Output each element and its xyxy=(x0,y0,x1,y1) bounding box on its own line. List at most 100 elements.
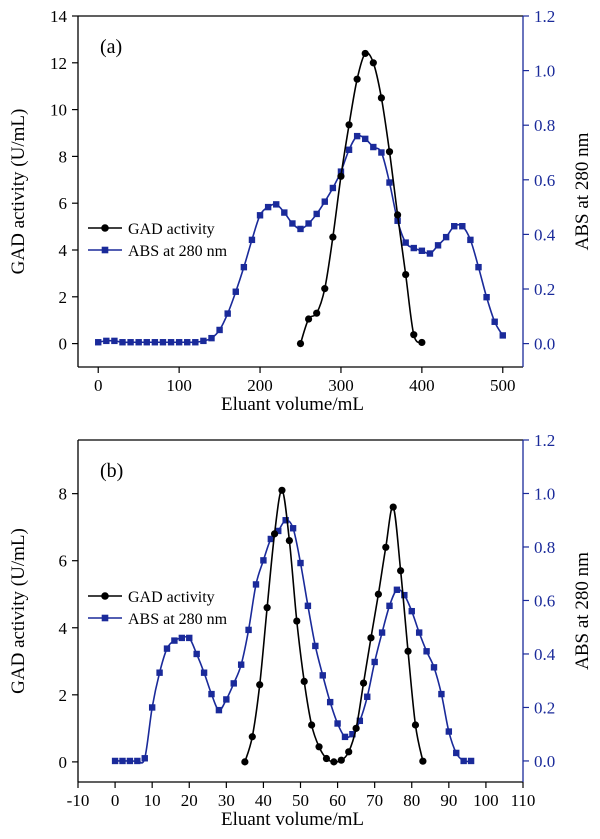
abs-280-point xyxy=(111,337,118,345)
y-right-tick-label: 0.0 xyxy=(534,335,555,354)
abs-280-point xyxy=(248,236,256,244)
abs-280-point xyxy=(393,586,401,593)
abs-280-point xyxy=(326,698,334,706)
gad-activity-point xyxy=(361,49,369,58)
y-right-tick-label: 0.8 xyxy=(534,116,555,135)
abs-280-point xyxy=(232,288,239,295)
gad-activity-point xyxy=(315,743,323,751)
abs-280-point xyxy=(289,525,297,532)
gad-activity-point xyxy=(345,748,353,756)
abs-280-point xyxy=(163,645,171,652)
legend: GAD activity ABS at 280 nm xyxy=(88,589,228,628)
abs-280-point xyxy=(453,749,460,757)
y-right-tick-label: 0.6 xyxy=(534,591,555,610)
abs-280-point xyxy=(467,236,474,244)
x-tick-label: 100 xyxy=(166,376,192,395)
abs-280-point xyxy=(459,223,466,230)
y-right-tick-label: 1.0 xyxy=(534,62,555,81)
y-right-axis-title: ABS at 280 nm xyxy=(572,552,593,670)
abs-280-point xyxy=(438,690,445,698)
abs-280-point xyxy=(297,225,304,233)
abs-280-point xyxy=(223,696,230,703)
abs-280-point xyxy=(127,339,134,346)
x-tick-label: 100 xyxy=(473,791,499,810)
gad-activity-point xyxy=(402,270,410,279)
x-axis-title: Eluant volume/mL xyxy=(221,809,364,830)
abs-280-point xyxy=(193,650,200,658)
gad-activity-point xyxy=(345,121,353,129)
legend-marker xyxy=(101,246,109,254)
y-left-tick-label: 6 xyxy=(59,552,68,571)
abs-280-point xyxy=(264,203,272,211)
y-left-tick-label: 2 xyxy=(59,686,68,705)
gad-activity-point xyxy=(397,567,405,575)
abs-280-point xyxy=(103,337,110,345)
abs-280-point xyxy=(267,535,275,543)
gad-activity-point xyxy=(369,59,377,67)
x-tick-label: 20 xyxy=(181,791,198,810)
abs-280-point xyxy=(475,263,482,271)
legend: GAD activity ABS at 280 nm xyxy=(88,221,228,260)
panel-b: -10 0 10 20 30 40 50 60 70 80 90 100 110 0 2 4 6 8 0.0 0.2 0… xyxy=(8,431,593,830)
panel-label: (b) xyxy=(100,460,123,482)
y-right-tick-label: 0.4 xyxy=(534,645,556,664)
y-right-tick-label: 0.2 xyxy=(534,280,555,299)
y-right-tick-label: 0.0 xyxy=(534,752,555,771)
gad-activity-point xyxy=(330,758,338,766)
series-abs-280 xyxy=(111,517,475,765)
abs-280-point xyxy=(167,339,175,346)
abs-280-point xyxy=(312,642,319,650)
abs-280-point xyxy=(178,634,186,642)
y-right-tick-label: 0.8 xyxy=(534,538,555,557)
y-left-tick-label: 2 xyxy=(59,288,68,307)
x-tick-label: 500 xyxy=(490,376,516,395)
abs-280-point xyxy=(175,339,183,346)
abs-280-point xyxy=(386,179,393,186)
y-left-tick-label: 12 xyxy=(50,54,67,73)
y-right-tick-label: 0.2 xyxy=(534,698,555,717)
series-gad-activity xyxy=(296,49,426,348)
gad-activity-point xyxy=(321,285,329,293)
gad-activity-point xyxy=(263,604,271,612)
legend-label: GAD activity xyxy=(128,589,215,606)
abs-280-point xyxy=(305,220,312,227)
gad-activity-point xyxy=(389,503,397,511)
gad-activity-point xyxy=(308,721,316,729)
x-tick-label: 90 xyxy=(440,791,457,810)
x-tick-label: 0 xyxy=(94,376,103,395)
gad-activity-point xyxy=(353,75,361,83)
abs-280-point xyxy=(445,728,453,735)
abs-280-point xyxy=(442,233,450,241)
abs-280-point xyxy=(141,755,148,762)
y-right-tick-label: 1.2 xyxy=(534,431,555,450)
abs-280-point xyxy=(252,581,260,588)
x-tick-label: 30 xyxy=(218,791,235,810)
abs-280-point xyxy=(273,201,280,208)
abs-280-point xyxy=(135,339,142,346)
x-tick-label: 40 xyxy=(255,791,272,810)
x-axis-title: Eluant volume/mL xyxy=(221,394,364,415)
series-line xyxy=(98,134,504,344)
abs-280-point xyxy=(230,680,237,687)
abs-280-point xyxy=(282,517,289,524)
gad-activity-point xyxy=(313,309,321,317)
abs-280-point xyxy=(200,669,208,676)
abs-280-point xyxy=(224,310,231,317)
y-right-tick-label: 1.0 xyxy=(534,484,555,503)
abs-280-point xyxy=(111,757,119,765)
gad-activity-point xyxy=(270,530,279,538)
gad-activity-point xyxy=(418,338,426,347)
abs-280-point xyxy=(430,664,438,671)
x-tick-label: 70 xyxy=(366,791,383,810)
abs-280-point xyxy=(408,607,415,615)
abs-280-point xyxy=(364,693,371,700)
series-abs-280 xyxy=(95,132,506,346)
abs-280-point xyxy=(370,143,377,151)
gad-activity-point xyxy=(337,172,345,180)
abs-280-point xyxy=(192,339,199,346)
legend-label: ABS at 280 nm xyxy=(128,243,228,260)
abs-280-point xyxy=(126,757,134,765)
x-tick-label: 300 xyxy=(328,376,354,395)
abs-280-point xyxy=(297,559,304,567)
abs-280-point xyxy=(208,690,215,698)
